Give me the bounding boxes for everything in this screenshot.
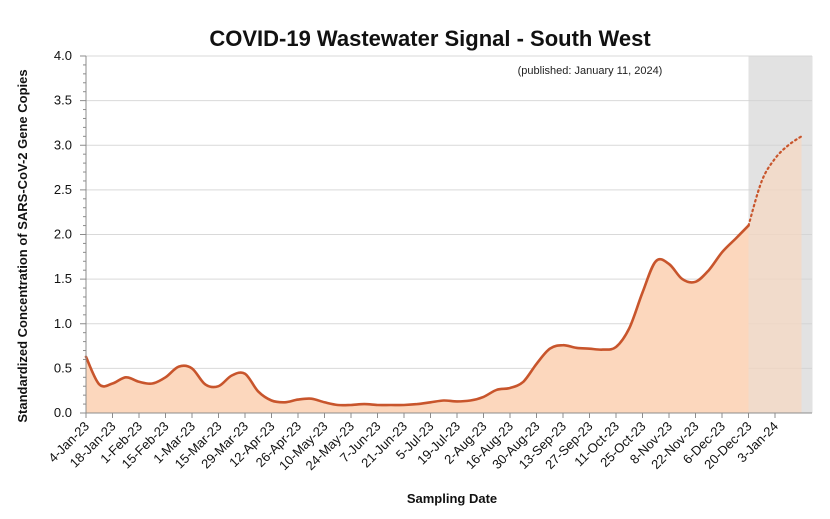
y-tick-label: 4.0 [54,48,72,63]
y-tick-label: 2.0 [54,227,72,242]
axes [80,55,812,418]
series-line-projected [747,135,803,227]
y-tick-label: 0.0 [54,405,72,420]
y-tick-label: 2.5 [54,182,72,197]
chart-title: COVID-19 Wastewater Signal - South West [209,26,651,51]
y-tick-label: 0.5 [54,360,72,375]
y-tick-label: 1.0 [54,316,72,331]
published-note: (published: January 11, 2024) [518,65,663,77]
area-observed [86,225,749,413]
y-tick-labels: 0.0 0.5 1.0 1.5 2.0 2.5 3.0 3.5 4.0 [54,48,72,420]
grid-lines [86,55,812,369]
area-fill [86,136,802,414]
series-line-observed [84,224,750,407]
y-tick-label: 3.0 [54,137,72,152]
y-tick-label: 1.5 [54,271,72,286]
x-tick-labels: 4-Jan-2318-Jan-231-Feb-2315-Feb-231-Mar-… [45,419,781,474]
x-axis-title: Sampling Date [407,491,497,506]
y-axis-title: Standardized Concentration of SARS-CoV-2… [15,69,30,422]
area-projected [748,136,802,414]
y-tick-label: 3.5 [54,93,72,108]
series-lines [84,135,803,407]
